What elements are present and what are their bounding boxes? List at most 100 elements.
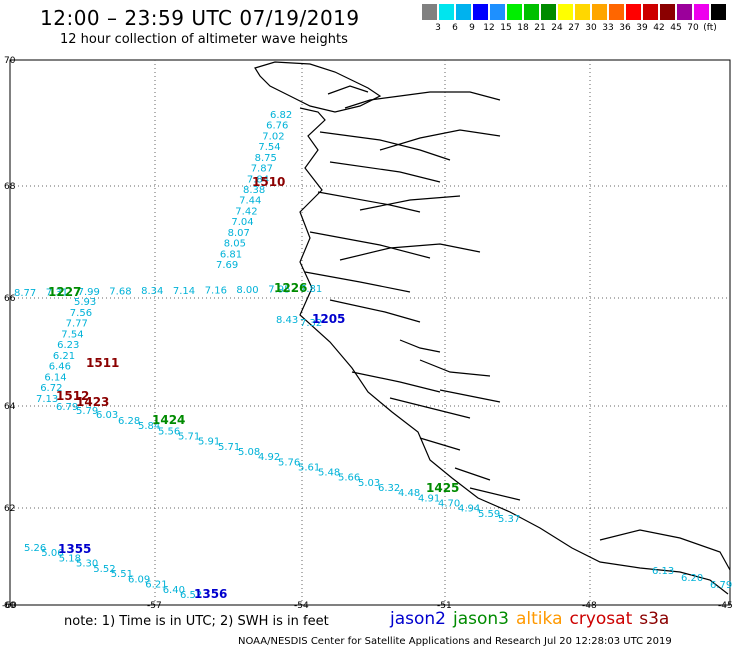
wave-height-value: 8.43 — [276, 315, 298, 326]
scale-swatch — [524, 4, 539, 20]
wave-height-value: 5.84 — [138, 421, 160, 432]
wave-height-value: 8.75 — [255, 153, 277, 164]
pass-time-label: 1423 — [76, 395, 109, 409]
wave-height-value: 5.52 — [93, 564, 115, 575]
longitude-label: -60 — [2, 601, 17, 611]
scale-swatch — [473, 4, 488, 20]
legend-cryosat: cryosat — [569, 609, 633, 629]
greenland-coastline — [254, 61, 731, 595]
wave-height-value: 5.26 — [24, 543, 46, 554]
wave-height-value: 5.51 — [111, 569, 133, 580]
pass-time-label: 1511 — [86, 356, 119, 370]
scale-swatch — [490, 4, 505, 20]
wave-height-value: 7.87 — [251, 164, 273, 175]
scale-swatch — [711, 4, 726, 20]
wave-height-value: 6.14 — [44, 372, 66, 383]
wave-height-value: 5.71 — [178, 432, 200, 443]
wave-height-value: 8.77 — [14, 288, 36, 299]
scale-label: 36 — [619, 23, 631, 33]
wave-height-value: 5.08 — [238, 447, 260, 458]
wave-height-value: 8.05 — [224, 239, 246, 250]
wave-height-value: 5.79 — [76, 406, 98, 417]
scale-swatch — [422, 4, 437, 20]
scale-label: 39 — [636, 23, 648, 33]
wave-height-value: 6.72 — [40, 383, 62, 394]
pass-time-label: 1424 — [152, 413, 185, 427]
wave-height-value: 7.54 — [61, 329, 83, 340]
pass-time-label: 1205 — [312, 312, 345, 326]
scale-swatch — [643, 4, 658, 20]
units-note: note: 1) Time is in UTC; 2) SWH is in fe… — [64, 614, 329, 629]
wave-height-value: 7.32 — [300, 318, 322, 329]
scale-swatch — [660, 4, 675, 20]
scale-label: 21 — [534, 23, 546, 33]
legend-jason2: jason2 — [390, 609, 446, 629]
wave-height-value: 7.14 — [173, 286, 195, 297]
wave-height-value: 5.18 — [59, 553, 81, 564]
wave-height-value: 6.03 — [96, 410, 118, 421]
wave-height-value: 7.13 — [36, 394, 58, 405]
pass-time-label: 1227 — [48, 285, 81, 299]
wave-height-value: 6.32 — [378, 483, 400, 494]
wave-height-value: 7.42 — [235, 206, 257, 217]
wave-height-value: 5.30 — [76, 559, 98, 570]
scale-swatch — [575, 4, 590, 20]
pass-time-label: 1425 — [426, 481, 459, 495]
legend-s3a: s3a — [639, 609, 670, 629]
wave-height-value: 5.56 — [158, 426, 180, 437]
longitude-label: -45 — [718, 601, 733, 611]
wave-height-value: 7.99 — [78, 287, 100, 298]
scale-label: 3 — [435, 23, 441, 33]
wave-height-value: 7.16 — [205, 285, 227, 296]
wave-height-value: 8.34 — [141, 286, 163, 297]
pass-time-label: 1510 — [252, 175, 285, 189]
wave-height-value: 6.13 — [652, 566, 674, 577]
wave-height-value: 5.91 — [198, 437, 220, 448]
scale-swatch — [626, 4, 641, 20]
longitude-label: -54 — [294, 601, 309, 611]
axis-labels: 70 68 66 64 62 60-60 -57 -54 -51 -48 -45 — [2, 56, 733, 611]
scale-swatch — [456, 4, 471, 20]
scale-label: 9 — [469, 23, 475, 33]
wave-height-value: 6.40 — [163, 585, 185, 596]
scale-swatch — [592, 4, 607, 20]
pass-time-label: 1356 — [194, 587, 227, 601]
pass-time-label: 1226 — [274, 281, 307, 295]
wave-height-value: 7.44 — [239, 196, 261, 207]
wave-height-value: 4.70 — [438, 499, 460, 510]
wave-height-value: 4.48 — [398, 488, 420, 499]
wave-height-value: 5.48 — [318, 468, 340, 479]
wave-height-value: 7.84 — [247, 174, 269, 185]
latitude-label: 60 — [4, 601, 16, 611]
wave-height-value: 8.07 — [228, 228, 250, 239]
wave-height-value: 6.76 — [266, 121, 288, 132]
wave-height-value: 5.76 — [278, 457, 300, 468]
wave-height-value: 6.23 — [57, 340, 79, 351]
credit-footer: NOAA/NESDIS Center for Satellite Applica… — [238, 636, 672, 647]
wave-height-value: 5.61 — [298, 462, 320, 473]
wave-height-value: 6.21 — [145, 580, 167, 591]
map-subtitle: 12 hour collection of altimeter wave hei… — [60, 32, 348, 47]
scale-swatch — [609, 4, 624, 20]
satellite-legend: jason2 jason3 altika cryosat s3a — [390, 609, 676, 629]
scale-label: 15 — [500, 23, 512, 33]
scale-swatch — [558, 4, 573, 20]
wave-height-value: 7.95 — [268, 284, 290, 295]
wave-height-value: 6.09 — [128, 574, 150, 585]
wave-height-value: 4.91 — [418, 493, 440, 504]
wave-height-value: 5.03 — [358, 478, 380, 489]
longitude-label: -51 — [437, 601, 452, 611]
longitude-label: -57 — [147, 601, 162, 611]
pass-time-label: 1355 — [58, 542, 91, 556]
scale-label: 30 — [585, 23, 597, 33]
wave-height-tracks: 6.826.767.027.548.757.877.848.387.447.42… — [14, 110, 732, 601]
latitude-label: 66 — [4, 294, 16, 304]
wave-height-value: 6.81 — [220, 249, 242, 260]
wave-height-value: 5.06 — [41, 548, 63, 559]
scale-label: 42 — [653, 23, 665, 33]
scale-label: 18 — [517, 23, 529, 33]
latitude-label: 70 — [4, 56, 16, 66]
wave-height-value: 7.02 — [262, 131, 284, 142]
wave-height-value: 4.92 — [258, 452, 280, 463]
